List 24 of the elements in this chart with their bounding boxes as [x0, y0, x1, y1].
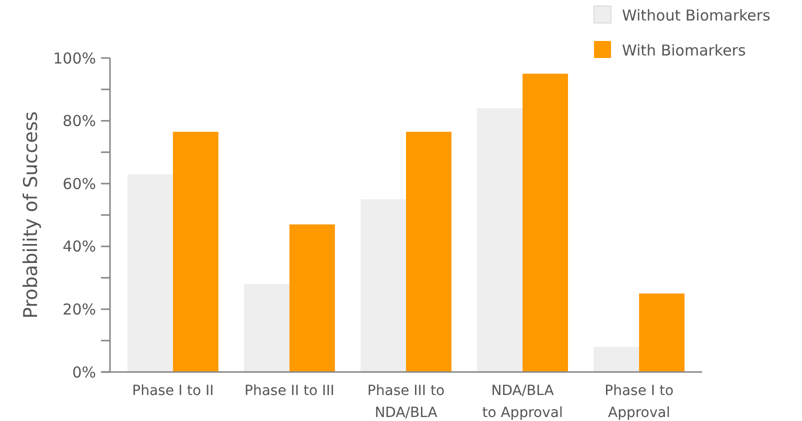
- x-tick-label: Phase I to Approval: [604, 383, 674, 421]
- bar: [360, 199, 406, 372]
- y-tick-label: 0%: [72, 363, 96, 382]
- y-tick-label: 20%: [62, 300, 96, 318]
- bar: [522, 74, 568, 372]
- y-tick-label: 60%: [62, 174, 96, 193]
- bar: [244, 284, 290, 372]
- y-tick-label: 100%: [53, 49, 96, 68]
- y-tick-label: 80%: [62, 112, 96, 130]
- bar: [127, 174, 173, 372]
- bar: [406, 132, 452, 372]
- y-tick-label: 40%: [62, 238, 96, 256]
- legend-label: With Biomarkers: [622, 41, 746, 60]
- x-tick-label: Phase II to III: [244, 383, 334, 399]
- y-axis-title: Probability of Success: [20, 111, 42, 319]
- bar: [289, 224, 335, 372]
- bar: [594, 346, 640, 372]
- bar: [639, 294, 685, 372]
- x-tick-label: NDA/BLA to Approval: [482, 383, 563, 421]
- x-tick-label: Phase I to II: [132, 383, 214, 399]
- x-tick-label: Phase III to NDA/BLA: [367, 383, 445, 421]
- legend-label: Without Biomarkers: [622, 6, 771, 24]
- bar: [172, 132, 218, 372]
- bar: [477, 108, 523, 372]
